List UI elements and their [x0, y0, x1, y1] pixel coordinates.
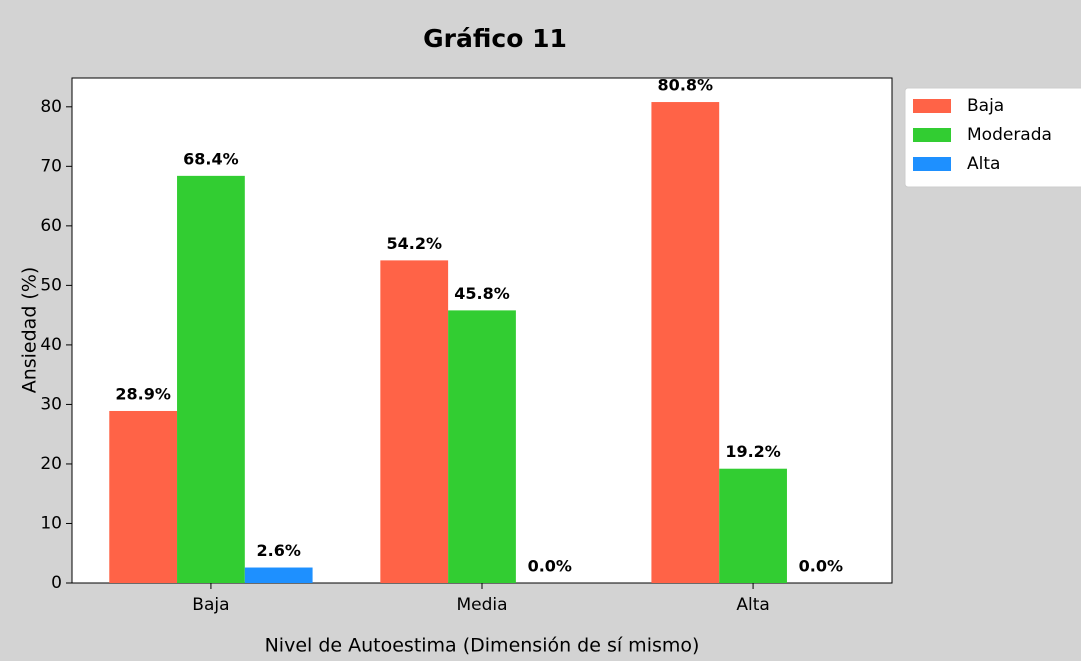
- value-label: 54.2%: [386, 234, 442, 253]
- legend-swatch: [913, 99, 951, 113]
- bar: [109, 410, 178, 583]
- x-tick-label: Media: [456, 595, 507, 615]
- bar: [719, 468, 787, 583]
- y-tick-label: 40: [40, 335, 62, 355]
- bar: [380, 260, 449, 583]
- value-label: 0.0%: [799, 557, 843, 576]
- legend-label: Moderada: [967, 125, 1052, 145]
- value-label: 80.8%: [658, 76, 714, 95]
- y-tick-label: 70: [40, 156, 62, 176]
- y-tick-label: 0: [51, 573, 62, 593]
- bar: [448, 310, 516, 583]
- value-label: 45.8%: [454, 284, 510, 303]
- y-axis-label: Ansiedad (%): [19, 267, 41, 394]
- x-axis-label: Nivel de Autoestima (Dimensión de sí mis…: [265, 635, 700, 657]
- chart-title: Gráfico 11: [423, 24, 567, 53]
- y-tick-label: 10: [40, 513, 62, 533]
- legend-swatch: [913, 128, 951, 142]
- value-label: 28.9%: [115, 384, 171, 403]
- x-tick-label: Baja: [192, 595, 229, 615]
- y-tick-label: 80: [40, 97, 62, 117]
- y-tick-label: 30: [40, 394, 62, 414]
- legend-swatch: [913, 157, 951, 171]
- bar: [177, 175, 245, 583]
- x-tick-label: Alta: [736, 595, 769, 615]
- value-label: 0.0%: [528, 557, 572, 576]
- value-label: 2.6%: [257, 541, 301, 560]
- y-tick-label: 60: [40, 216, 62, 236]
- legend-label: Baja: [967, 96, 1004, 116]
- bar: [244, 567, 313, 583]
- legend-label: Alta: [967, 154, 1000, 174]
- value-label: 68.4%: [183, 149, 239, 168]
- y-tick-label: 50: [40, 275, 62, 295]
- bar: [651, 102, 720, 584]
- y-tick-label: 20: [40, 454, 62, 474]
- value-label: 19.2%: [725, 442, 781, 461]
